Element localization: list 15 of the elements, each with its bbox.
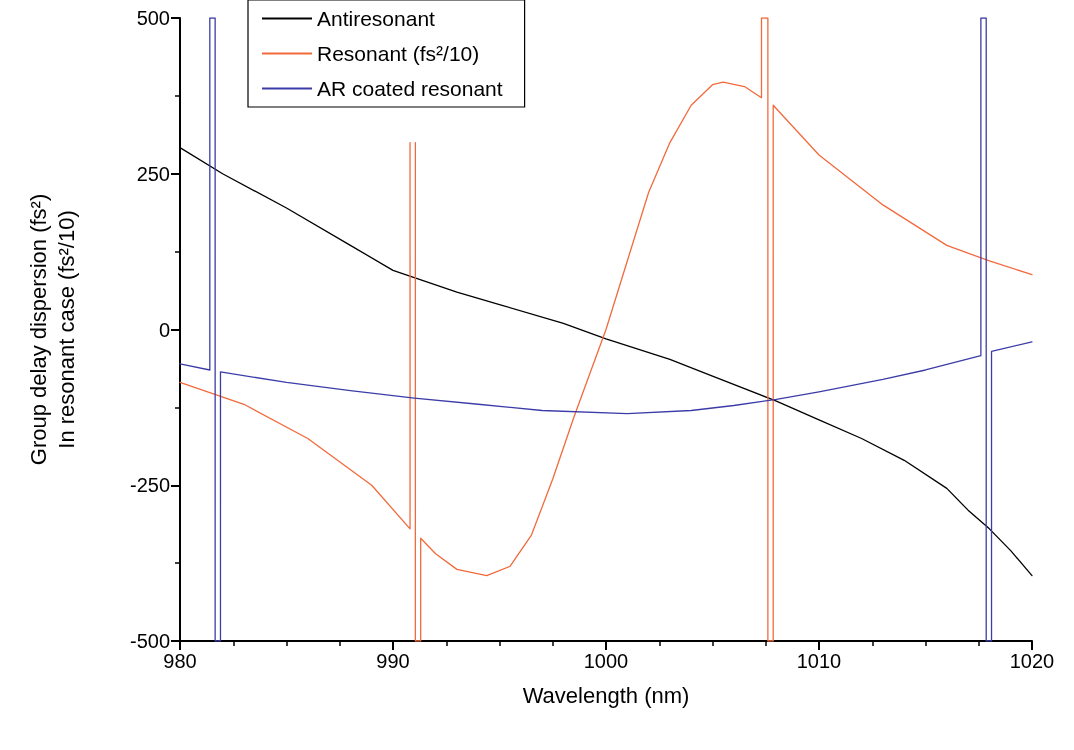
y-tick-label: 0: [158, 318, 170, 341]
x-tick-label: 1020: [1009, 650, 1055, 672]
x-tick-label: 1010: [796, 650, 842, 672]
y-tick-label: 500: [136, 7, 170, 29]
x-tick-label: 1000: [583, 650, 629, 672]
legend-label: AR coated resonant: [317, 77, 503, 100]
x-tick-label: 990: [376, 650, 410, 672]
x-axis-title: Wavelength (nm): [522, 682, 690, 708]
y-tick-label: 250: [136, 162, 170, 185]
x-tick-label: 980: [163, 650, 197, 672]
legend-label: Resonant (fs²/10): [317, 42, 480, 65]
y-tick-label: -500: [129, 630, 170, 652]
y-tick-label: -250: [129, 474, 170, 497]
y-axis-title: Group delay dispersion (fs²) In resonant case (fs²/10): [25, 193, 79, 466]
legend-label: Antiresonant: [317, 7, 436, 30]
